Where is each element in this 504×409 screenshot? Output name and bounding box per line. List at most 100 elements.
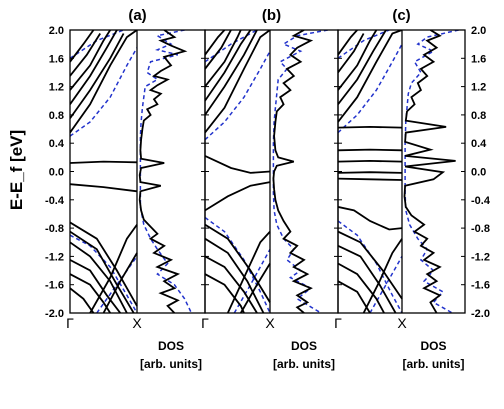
band-line [70, 183, 138, 193]
band-line [205, 273, 245, 313]
y-tick-label-right: -0.8 [471, 223, 490, 235]
y-tick-label-right: -0.4 [471, 195, 491, 207]
band-line [70, 30, 95, 63]
band-line [70, 30, 118, 105]
band-line [338, 30, 403, 123]
band-line [362, 238, 403, 313]
dashed-band-line [369, 256, 403, 313]
band-line [338, 159, 403, 163]
panel-c [338, 30, 459, 313]
dos-axis-label: DOS [158, 339, 184, 353]
band-line [338, 30, 358, 56]
band-line [205, 30, 252, 102]
dos-dashed-curve [272, 30, 328, 313]
band-line [338, 177, 403, 181]
y-tick-label-right: 0.8 [471, 110, 486, 122]
band-line [205, 223, 271, 303]
kpoint-label: X [132, 315, 142, 331]
band-line [338, 206, 403, 231]
panel-label: (a) [128, 7, 146, 24]
band-line [70, 33, 125, 119]
panel-a [70, 30, 193, 313]
band-line [338, 280, 371, 313]
band-line [70, 287, 95, 313]
band-line [70, 30, 138, 134]
dos-axis-label: DOS [291, 339, 317, 353]
y-tick-label-right: -1.2 [471, 251, 490, 263]
band-line [70, 160, 138, 164]
y-tick-label-right: -2.0 [471, 308, 490, 320]
band-line [70, 33, 101, 77]
band-line [70, 30, 111, 91]
band-line [70, 241, 128, 313]
dos-dashed-curve [139, 30, 193, 313]
band-line [338, 171, 403, 174]
band-line [70, 259, 122, 313]
y-tick-label-left: -0.8 [45, 223, 64, 235]
panel-b [205, 30, 328, 313]
dos-axis-unit: [arb. units] [273, 357, 335, 371]
y-tick-label-left: 2.0 [49, 25, 64, 37]
y-tick-label-left: -1.2 [45, 251, 64, 263]
plot-area: (a) Γ X DOS [arb. units] (b) Γ X DOS [arb. units]… [45, 7, 491, 371]
y-tick-label-right: 0.4 [471, 138, 487, 150]
band-line [205, 30, 258, 116]
band-line [70, 230, 135, 313]
band-line [338, 262, 385, 313]
dashed-band-line [70, 47, 138, 137]
y-tick-label-left: 0.0 [49, 167, 64, 179]
dashed-band-line [338, 30, 390, 59]
band-line [338, 30, 387, 105]
dos-curve [403, 30, 456, 313]
dos-axis-unit: [arb. units] [403, 357, 465, 371]
band-line [338, 33, 365, 74]
y-axis-title: E-E_f [eV] [7, 130, 26, 210]
dashed-band-line [338, 43, 403, 134]
band-line [205, 255, 258, 313]
kpoint-label: Γ [66, 315, 74, 331]
band-line [205, 30, 242, 88]
y-tick-label-left: 1.2 [49, 82, 64, 94]
dos-curve [138, 30, 188, 313]
band-line [226, 230, 271, 313]
y-tick-label-right: 0.0 [471, 167, 486, 179]
y-tick-label-left: -0.4 [45, 195, 65, 207]
y-tick-label-left: -1.6 [45, 280, 64, 292]
kpoint-label: X [265, 315, 275, 331]
panel-label: (b) [262, 7, 281, 24]
y-tick-label-right: 2.0 [471, 25, 486, 37]
band-line [205, 181, 271, 212]
dos-axis-label: DOS [420, 339, 446, 353]
dashed-band-line [205, 216, 271, 313]
band-line [70, 221, 138, 307]
dos-axis-unit: [arb. units] [140, 357, 202, 371]
kpoint-label: Γ [201, 315, 209, 331]
band-line [338, 244, 397, 313]
dashed-band-line [205, 50, 271, 141]
y-tick-label-left: 1.6 [49, 53, 64, 65]
panel-label: (c) [392, 7, 410, 24]
band-line [102, 252, 138, 313]
y-tick-label-left: 0.8 [49, 110, 64, 122]
kpoint-label: Γ [334, 315, 342, 331]
y-tick-label-left: -2.0 [45, 308, 64, 320]
dos-dashed-curve [404, 30, 459, 313]
band-line [338, 230, 403, 300]
band-line [338, 148, 403, 152]
y-tick-label-left: 0.4 [49, 138, 65, 150]
y-tick-label-right: 1.2 [471, 82, 486, 94]
band-line [338, 125, 403, 129]
band-line [205, 30, 271, 134]
dashed-band-line [70, 234, 138, 313]
dos-curve [272, 30, 314, 313]
band-line [205, 155, 271, 174]
band-line [205, 30, 226, 56]
band-line [205, 237, 265, 313]
band-line [338, 30, 378, 91]
y-tick-label-right: -1.6 [471, 280, 490, 292]
kpoint-label: X [397, 315, 407, 331]
band-line [205, 30, 232, 70]
band-line [89, 224, 138, 313]
band-line [240, 263, 271, 313]
